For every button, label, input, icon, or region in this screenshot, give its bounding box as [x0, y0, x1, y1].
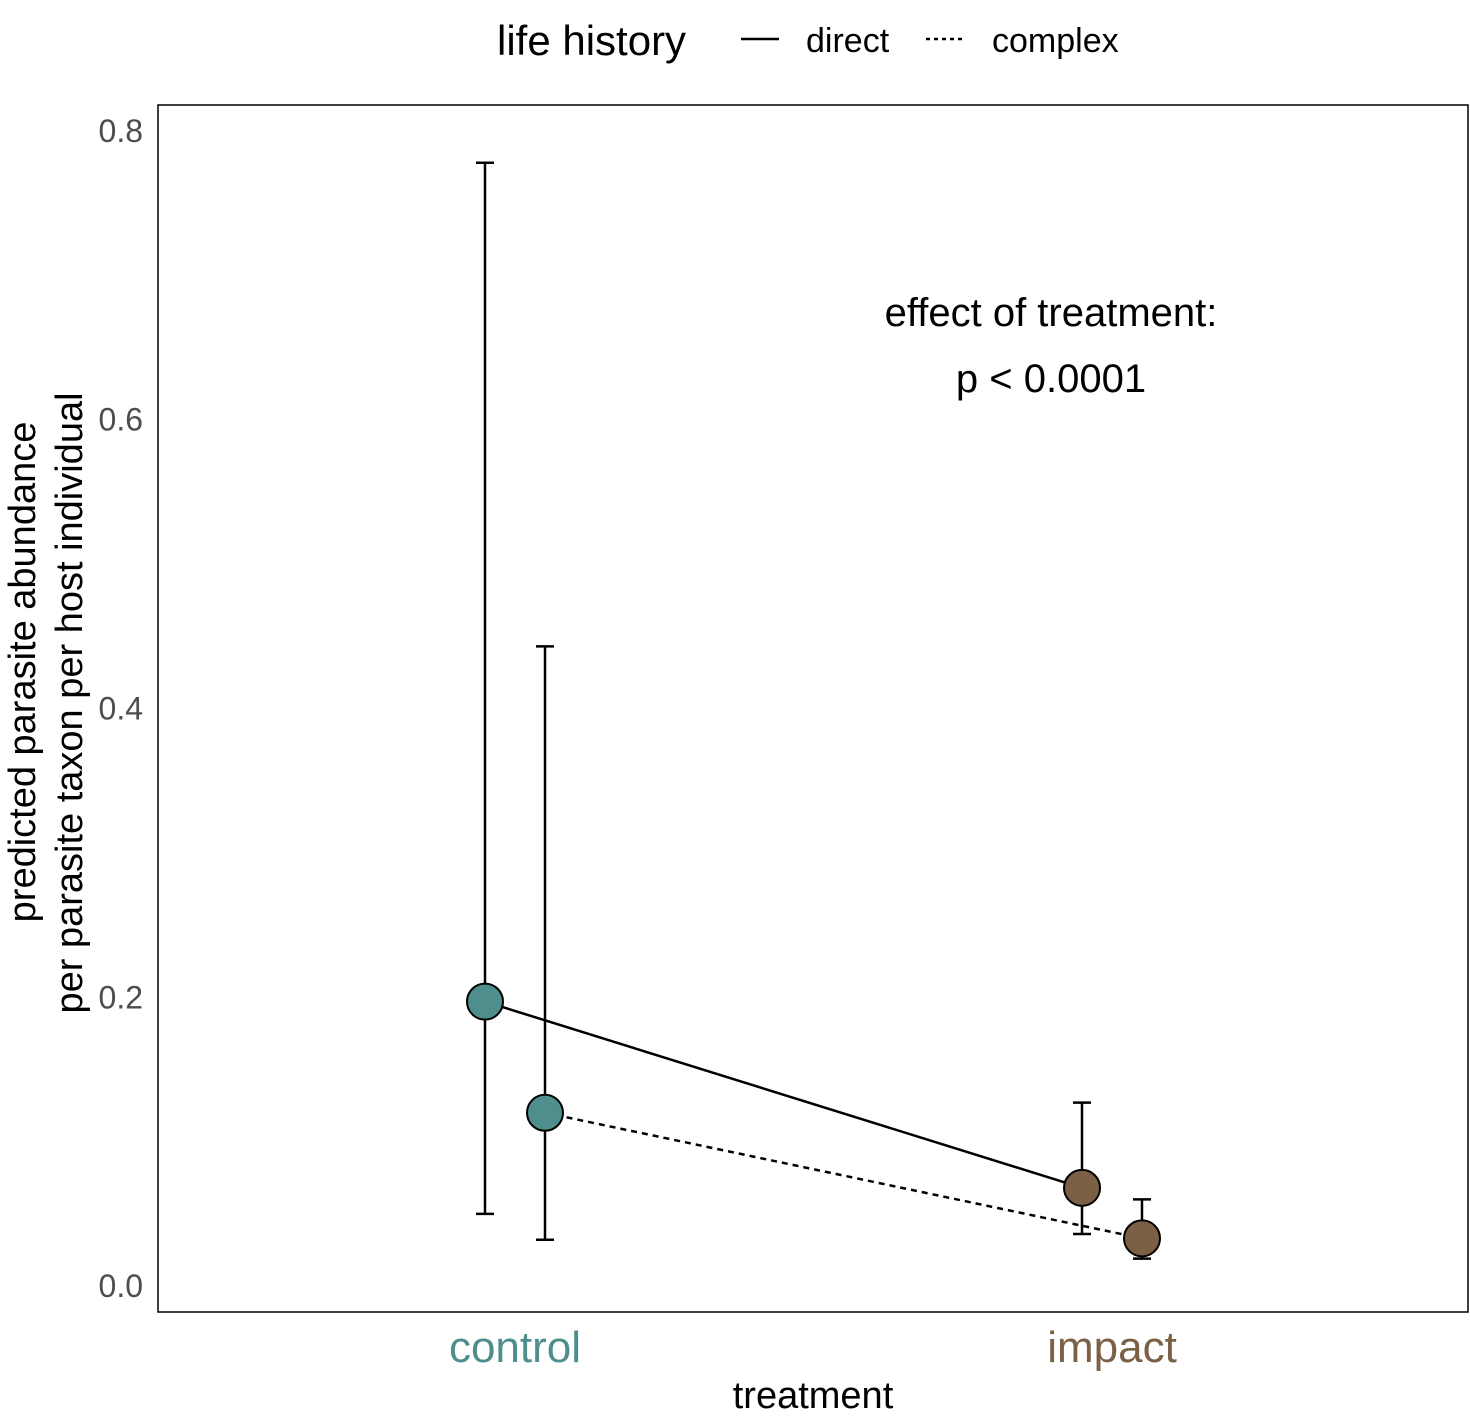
- series-line-direct: [484, 1000, 1083, 1190]
- legend: life history direct complex: [497, 17, 1119, 64]
- point-direct-control: [466, 982, 504, 1021]
- annotation-line-1: effect of treatment:: [885, 291, 1218, 335]
- y-tick-label-0.0: 0.0: [99, 1268, 143, 1304]
- point-direct-impact: [1063, 1168, 1101, 1207]
- y-tick-label-0.4: 0.4: [99, 691, 143, 727]
- point-complex-impact: [1123, 1219, 1161, 1258]
- x-tick-label-impact: impact: [1047, 1323, 1177, 1372]
- series-lines: [484, 1000, 1143, 1240]
- y-axis-title-line-1: predicted parasite abundance: [2, 422, 44, 923]
- point-complex-control: [526, 1093, 564, 1132]
- y-tick-label-0.2: 0.2: [99, 979, 143, 1015]
- x-tick-label-control: control: [449, 1323, 581, 1372]
- x-axis-title: treatment: [733, 1375, 894, 1417]
- series-line-complex: [544, 1111, 1143, 1240]
- data-points: [466, 982, 1161, 1258]
- legend-label-complex: complex: [992, 22, 1119, 60]
- y-axis-title-line-2: per parasite taxon per host individual: [49, 392, 91, 1013]
- legend-label-direct: direct: [806, 22, 890, 60]
- y-tick-label-0.8: 0.8: [99, 113, 143, 149]
- y-tick-label-0.6: 0.6: [99, 402, 143, 438]
- plot-panel: [157, 104, 1469, 1313]
- annotation-line-2: p < 0.0001: [956, 357, 1146, 401]
- legend-title: life history: [497, 17, 686, 64]
- y-axis-ticks: 0.0 0.2 0.4 0.6 0.8: [99, 113, 143, 1304]
